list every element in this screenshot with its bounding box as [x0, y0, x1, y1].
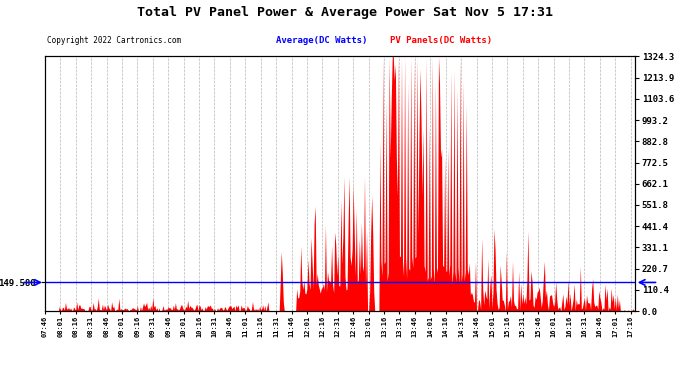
Text: Average(DC Watts): Average(DC Watts) [276, 36, 367, 45]
Text: Copyright 2022 Cartronics.com: Copyright 2022 Cartronics.com [47, 36, 181, 45]
Text: Total PV Panel Power & Average Power Sat Nov 5 17:31: Total PV Panel Power & Average Power Sat… [137, 6, 553, 19]
Text: PV Panels(DC Watts): PV Panels(DC Watts) [390, 36, 492, 45]
